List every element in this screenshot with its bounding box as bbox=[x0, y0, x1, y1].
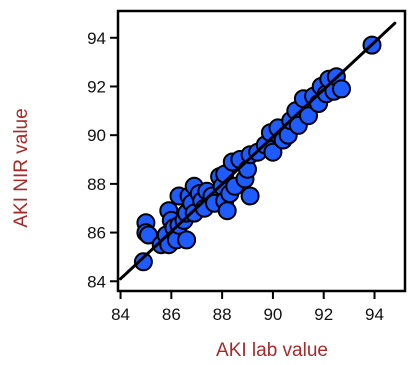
x-tick-label: 90 bbox=[263, 305, 282, 324]
data-point bbox=[133, 252, 153, 272]
y-tick-label: 94 bbox=[87, 29, 106, 48]
x-axis-title: AKI lab value bbox=[216, 340, 328, 361]
x-tick-label: 88 bbox=[213, 305, 232, 324]
y-axis: 84 86 88 90 92 94 bbox=[87, 29, 118, 291]
x-tick-label: 86 bbox=[162, 305, 181, 324]
fit-line bbox=[119, 21, 397, 281]
y-tick-label: 84 bbox=[87, 272, 106, 291]
x-tick-label: 84 bbox=[111, 305, 130, 324]
data-point bbox=[263, 142, 283, 162]
data-point bbox=[217, 201, 237, 221]
x-tick-label: 94 bbox=[365, 305, 384, 324]
y-tick-label: 90 bbox=[87, 126, 106, 145]
y-tick-label: 86 bbox=[87, 224, 106, 243]
y-tick-label: 88 bbox=[87, 175, 106, 194]
plot-frame bbox=[116, 9, 407, 293]
data-point bbox=[332, 79, 351, 99]
x-axis: 84 86 88 90 92 94 bbox=[111, 291, 384, 324]
y-tick-label: 92 bbox=[87, 77, 106, 96]
y-axis-title: AKI NIR value bbox=[11, 108, 32, 227]
data-point bbox=[177, 230, 197, 250]
x-tick-label: 92 bbox=[314, 305, 333, 324]
data-point bbox=[240, 186, 260, 206]
data-point bbox=[299, 106, 318, 126]
